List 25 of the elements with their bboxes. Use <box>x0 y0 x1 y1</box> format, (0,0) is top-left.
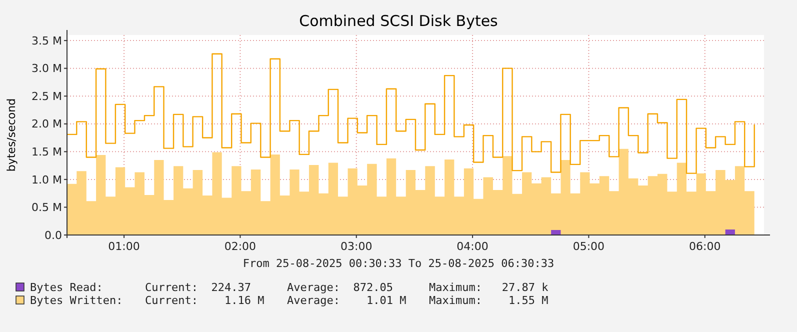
x-tick-label: 06:00 <box>689 240 721 253</box>
text: Maximum: 1.55 M <box>429 294 549 307</box>
text: Current: 1.16 M <box>145 294 265 307</box>
y-tick-label: 3.5 M <box>32 34 62 48</box>
y-tick-label: 0.0 <box>44 228 62 242</box>
x-tick-label: 01:00 <box>108 240 140 253</box>
x-tick-label: 04:00 <box>456 240 488 253</box>
x-tick-label: 02:00 <box>224 240 256 253</box>
y-tick-label: 2.0 M <box>32 118 62 131</box>
y-axis-title: bytes/second <box>5 98 18 172</box>
y-tick-label: 3.0 M <box>32 62 62 76</box>
y-tick-label: 0.5 M <box>32 201 62 214</box>
text: Average: 1.01 M <box>287 294 407 307</box>
y-tick-label: 2.5 M <box>32 90 62 103</box>
text: Average: 872.05 <box>287 281 393 294</box>
x-tick-label: 03:00 <box>340 240 372 253</box>
chart-title: Combined SCSI Disk Bytes <box>299 12 498 30</box>
y-tick-label: 1.0 M <box>32 173 62 186</box>
y-tick-label: 1.5 M <box>32 146 62 159</box>
x-axis-title: From 25-08-2025 00:30:33 To 25-08-2025 06:30:33 <box>242 257 554 270</box>
legend-label: Bytes Written: <box>30 294 123 307</box>
text: Current: 224.37 <box>145 281 251 294</box>
x-tick-label: 05:00 <box>572 240 605 253</box>
text: Maximum: 27.87 k <box>429 281 549 294</box>
legend-label: Bytes Read: <box>30 281 103 294</box>
